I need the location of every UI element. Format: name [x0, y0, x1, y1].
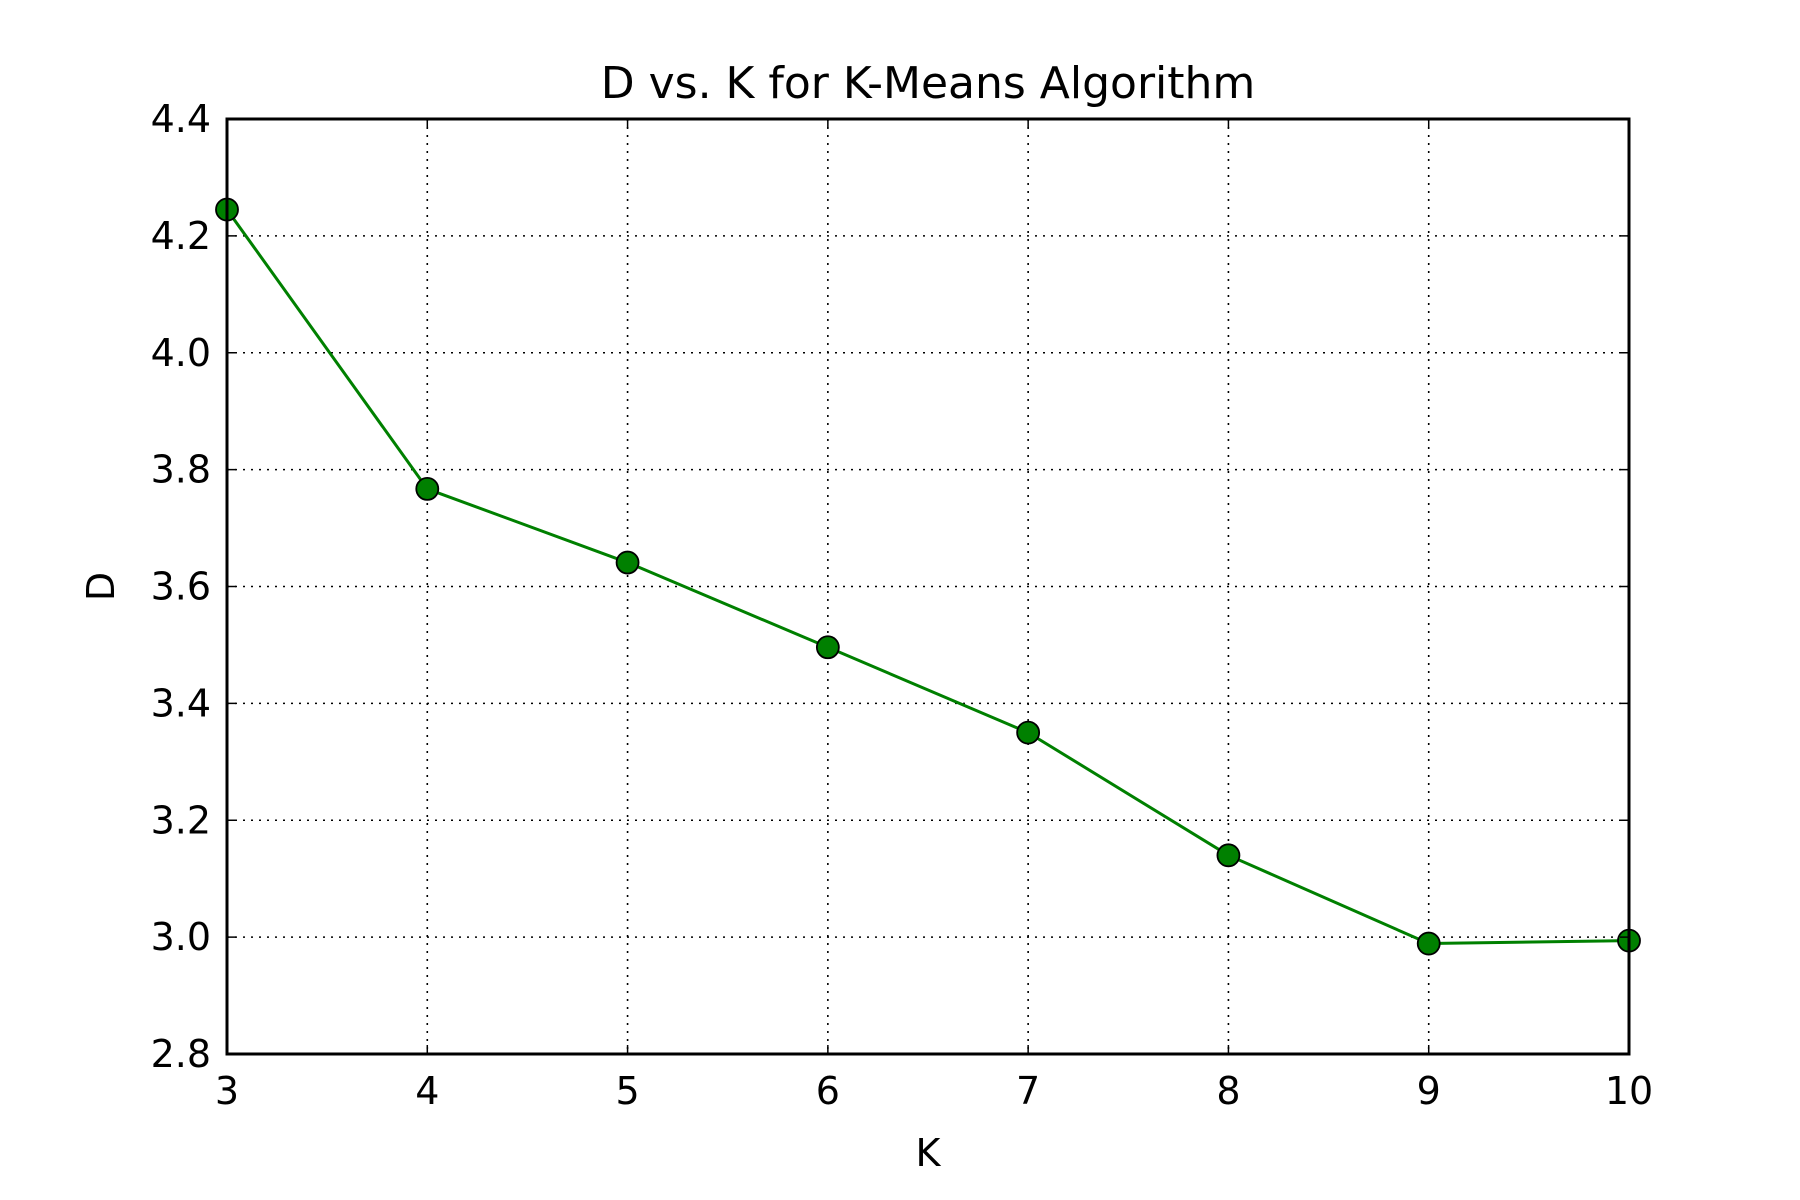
y-tick-label: 4.4 [151, 97, 211, 141]
y-tick-label: 3.0 [151, 915, 211, 959]
y-tick-label: 3.2 [151, 798, 211, 842]
y-tick-label: 4.2 [151, 214, 211, 258]
data-point [1216, 843, 1241, 868]
x-tick-label: 8 [1216, 1069, 1240, 1113]
data-point [1016, 720, 1041, 745]
x-tick-label: 9 [1417, 1069, 1441, 1113]
x-tick-label: 3 [215, 1069, 239, 1113]
x-tick-label: 10 [1605, 1069, 1653, 1113]
y-tick-label: 3.4 [151, 681, 211, 725]
data-point [1416, 931, 1441, 956]
y-tick-label: 4.0 [151, 331, 211, 375]
y-tick-label: 3.8 [151, 448, 211, 492]
x-axis-label: K [916, 1131, 942, 1175]
x-tick-label: 6 [816, 1069, 840, 1113]
series-layer [215, 197, 1641, 956]
x-tick-label: 5 [615, 1069, 639, 1113]
ticks: 3 4 5 6 7 8 9 10 2.8 3.0 3.2 3.4 3.6 3.8 4.0 4.2 4.4 [151, 97, 1654, 1113]
chart-title: D vs. K for K-Means Algorithm [601, 58, 1256, 109]
y-axis-label: D [79, 572, 123, 601]
x-tick-label: 7 [1016, 1069, 1040, 1113]
y-tick-label: 2.8 [151, 1032, 211, 1076]
x-tick-label: 4 [415, 1069, 439, 1113]
data-point [815, 635, 840, 660]
grid [227, 119, 1629, 1054]
series-line [225, 208, 1630, 946]
data-point [415, 477, 440, 501]
y-tick-label: 3.6 [151, 565, 211, 609]
data-point [615, 550, 640, 575]
